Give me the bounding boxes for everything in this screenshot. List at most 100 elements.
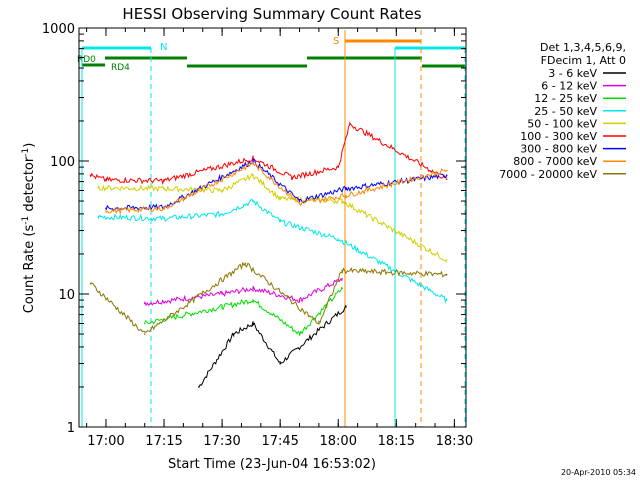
series-point <box>337 238 340 240</box>
legend-label: 6 - 12 keV <box>541 80 597 93</box>
series-point <box>105 179 107 181</box>
x-tick-label: 18:15 <box>378 434 415 449</box>
y-tick-label: 100 <box>50 155 75 170</box>
y-tick-label: 1000 <box>42 22 75 37</box>
series-point <box>89 282 92 285</box>
series-group <box>105 158 448 211</box>
legend-label: 300 - 800 keV <box>520 143 597 156</box>
series-point <box>345 187 347 190</box>
series-group <box>97 172 448 263</box>
legend-label: 100 - 300 keV <box>520 130 597 143</box>
series-line <box>90 121 447 185</box>
series-point <box>163 187 165 190</box>
ylabel-end: ) <box>22 143 37 148</box>
series-point <box>143 322 146 325</box>
series-group <box>105 162 448 216</box>
legend-label: 50 - 100 keV <box>527 117 597 130</box>
footer-timestamp: 20-Apr-2010 05:34 <box>561 468 636 477</box>
series-group <box>89 121 448 185</box>
series-point <box>445 169 448 172</box>
legend: Det 1,3,4,5,6,9,FDecim 1, Att 03 - 6 keV… <box>499 41 626 181</box>
series-point <box>298 333 301 335</box>
series-point <box>97 216 100 218</box>
legend-label: 12 - 25 keV <box>534 92 597 105</box>
flag-bars <box>82 39 465 68</box>
chart-title: HESSI Observing Summary Count Rates <box>122 5 421 23</box>
series-point <box>252 162 254 165</box>
series-group <box>198 304 347 388</box>
series-point <box>345 194 347 197</box>
legend-label: 800 - 7000 keV <box>513 155 597 168</box>
axes: 17:00 17:15 17:30 17:45 18:00 18:15 18:30 1 10 10… <box>42 22 473 449</box>
y-tick-label: 10 <box>58 288 75 303</box>
series-group <box>143 278 343 307</box>
y-axis-label: Count Rate (s-1 detector-1) <box>21 143 37 314</box>
series-point <box>252 174 254 177</box>
series-line <box>198 304 347 388</box>
series-group <box>97 198 448 304</box>
series-point <box>298 200 301 202</box>
series-point <box>252 322 254 325</box>
series-point <box>341 278 343 280</box>
series-point <box>445 259 448 261</box>
series-point <box>89 174 92 177</box>
data-traces <box>89 121 448 388</box>
x-tick-label: 17:30 <box>203 434 240 449</box>
series-point <box>97 186 100 189</box>
series-point <box>341 287 343 290</box>
series-point <box>252 299 254 301</box>
night-label: N <box>160 42 167 53</box>
event-markers <box>81 30 466 427</box>
legend-label: 7000 - 20000 keV <box>499 168 597 181</box>
series-point <box>445 174 448 177</box>
legend-header: Det 1,3,4,5,6,9, <box>540 41 626 54</box>
series-group <box>89 261 448 335</box>
ylabel-tail: detector <box>22 156 37 216</box>
series-point <box>445 178 448 180</box>
series-point <box>232 333 235 335</box>
series-point <box>252 160 254 162</box>
series-point <box>252 200 254 202</box>
x-tick-label: 17:15 <box>145 434 182 449</box>
y-tick-label: 1 <box>67 421 75 436</box>
series-point <box>318 322 320 325</box>
x-tick-label: 18:30 <box>436 434 473 449</box>
series-point <box>341 200 343 202</box>
series-point <box>221 213 223 215</box>
x-tick-label: 18:00 <box>320 434 357 449</box>
series-point <box>163 207 165 210</box>
series-line <box>90 261 447 333</box>
series-point <box>252 157 254 159</box>
plot-frame <box>78 27 467 428</box>
series-point <box>221 306 223 308</box>
series-point <box>252 287 254 290</box>
series-line <box>144 286 343 336</box>
series-point <box>279 362 281 365</box>
legend-header: FDecim 1, Att 0 <box>541 54 626 67</box>
series-point <box>298 202 301 205</box>
series-point <box>105 207 107 210</box>
series-point <box>290 176 293 179</box>
series-point <box>445 299 448 301</box>
series-point <box>298 299 301 301</box>
series-point <box>163 179 165 182</box>
saa-label: S <box>333 36 339 47</box>
x-tick-label: 17:45 <box>261 434 298 449</box>
rd4-label: RD4 <box>111 63 130 73</box>
series-point <box>445 273 448 276</box>
series-point <box>221 293 223 295</box>
series-point <box>279 220 281 223</box>
series-point <box>143 302 146 305</box>
x-tick-label: 17:00 <box>87 434 124 449</box>
series-point <box>337 166 340 168</box>
series-point <box>341 269 343 272</box>
ylabel-sup: -1 <box>21 216 31 225</box>
series-point <box>221 189 223 192</box>
series-point <box>345 306 347 308</box>
legend-label: 3 - 6 keV <box>548 67 597 80</box>
series-point <box>163 217 165 220</box>
series-point <box>198 386 200 388</box>
series-point <box>349 123 351 125</box>
series-line <box>97 172 448 263</box>
